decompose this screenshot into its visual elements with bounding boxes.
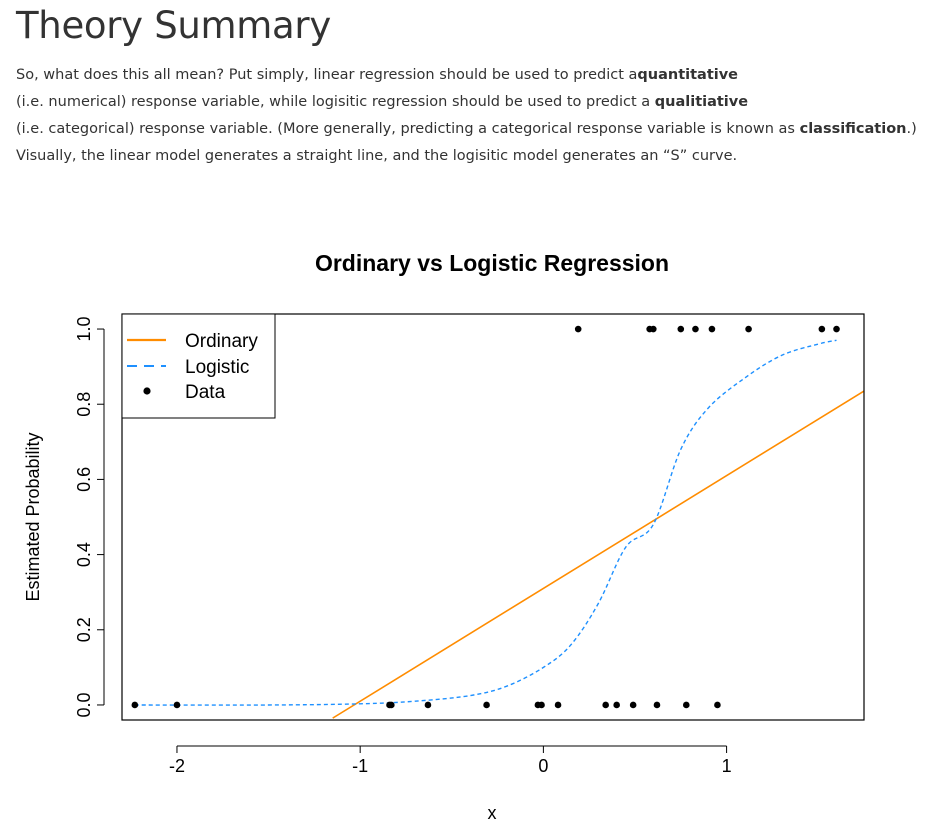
y-axis-label: Estimated Probability [23, 432, 43, 601]
data-point [538, 701, 545, 709]
chart-legend: Ordinary Logistic Data [121, 313, 276, 419]
data-point [629, 701, 637, 709]
x-tick-label: -2 [169, 756, 185, 776]
data-point [602, 701, 609, 709]
legend-logistic-label: Logistic [185, 357, 249, 378]
data-point [554, 701, 562, 709]
x-tick-label: 0 [538, 756, 548, 776]
page-title: Theory Summary [16, 4, 331, 47]
y-tick-label: 1.0 [74, 317, 94, 342]
summary-text-2: (i.e. numerical) response variable, whil… [16, 94, 655, 110]
data-point [613, 701, 620, 709]
x-axis: -2 -1 0 1 [169, 745, 732, 776]
term-classification: classification [799, 121, 907, 137]
data-point [574, 325, 582, 333]
data-point [483, 701, 490, 709]
data-point [833, 325, 840, 333]
regression-chart: Ordinary vs Logistic Regression -2 -1 0 1 0… [23, 250, 865, 823]
legend-ordinary-label: Ordinary [185, 331, 258, 352]
x-tick-label: -1 [352, 756, 368, 776]
term-qualitiative: qualitiative [654, 94, 749, 110]
data-point [388, 701, 395, 709]
data-point [131, 701, 139, 709]
chart-title: Ordinary vs Logistic Regression [315, 250, 669, 276]
logistic-regression-curve [134, 339, 837, 706]
plot-series [134, 339, 864, 719]
summary-paragraph: So, what does this all mean? Put simply,… [16, 62, 921, 170]
data-point [692, 325, 699, 333]
summary-text-3: (i.e. categorical) response variable. (M… [16, 121, 800, 137]
plot-frame [121, 313, 865, 721]
regression-figure: Ordinary vs Logistic Regression -2 -1 0 1 0… [0, 236, 937, 829]
data-point [173, 701, 181, 709]
term-quantitative: quantitative [637, 67, 739, 83]
data-point [714, 701, 721, 709]
data-point [682, 701, 690, 709]
summary-text-4: .) Visually, the linear model generates … [16, 121, 917, 164]
y-tick-label: 0.8 [74, 392, 94, 417]
data-point [708, 325, 716, 333]
data-point [424, 701, 432, 709]
y-tick-label: 0.4 [74, 542, 94, 567]
legend-data-swatch [143, 387, 151, 395]
legend-data-label: Data [185, 382, 226, 403]
data-point [650, 325, 657, 333]
x-axis-label: x [488, 803, 497, 823]
summary-text-1: So, what does this all mean? Put simply,… [16, 67, 638, 83]
data-point [818, 325, 826, 333]
x-tick-label: 1 [722, 756, 732, 776]
ordinary-regression-line [332, 390, 864, 719]
data-point [677, 325, 685, 333]
y-tick-label: 0.6 [74, 467, 94, 492]
y-axis: 0.0 0.2 0.4 0.6 0.8 1.0 [74, 317, 105, 717]
data-point [745, 325, 752, 333]
y-tick-label: 0.2 [74, 617, 94, 642]
y-tick-label: 0.0 [74, 692, 94, 717]
plot-content [131, 325, 864, 719]
data-point [653, 701, 661, 709]
